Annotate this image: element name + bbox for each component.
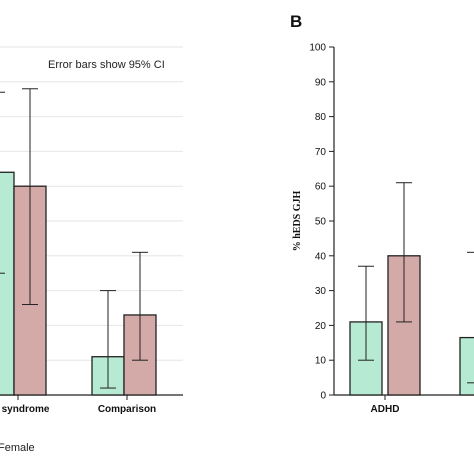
y-tick-label: 100 [309,43,326,54]
y-tick-label: 90 [315,77,327,88]
category-label: tte syndrome [0,404,50,415]
y-tick-label: 30 [315,286,327,297]
y-tick-label: 80 [315,112,327,123]
panel-b-letter: B [290,12,302,31]
y-tick-label: 70 [315,147,327,158]
y-tick-label: 20 [315,321,327,332]
bar [459,336,474,396]
panel-a: tte syndrome Comparison [0,46,183,415]
y-tick-label: 0 [320,391,326,402]
panel-b: 0 10 20 30 40 50 60 70 80 90 100 ADHD [309,43,474,415]
ci-annotation: Error bars show 95% CI [48,59,165,71]
y-tick-label: 50 [315,217,327,228]
category-label: ADHD [371,404,400,415]
y-tick-label: 10 [315,356,327,367]
bar [0,171,15,396]
y-tick-label: 60 [315,182,327,193]
category-label: Comparison [98,404,156,415]
y-tick-label: 40 [315,251,327,262]
legend-female-label: Female [0,442,35,454]
panel-b-y-axis-label: % hEDS GJH [292,190,303,251]
